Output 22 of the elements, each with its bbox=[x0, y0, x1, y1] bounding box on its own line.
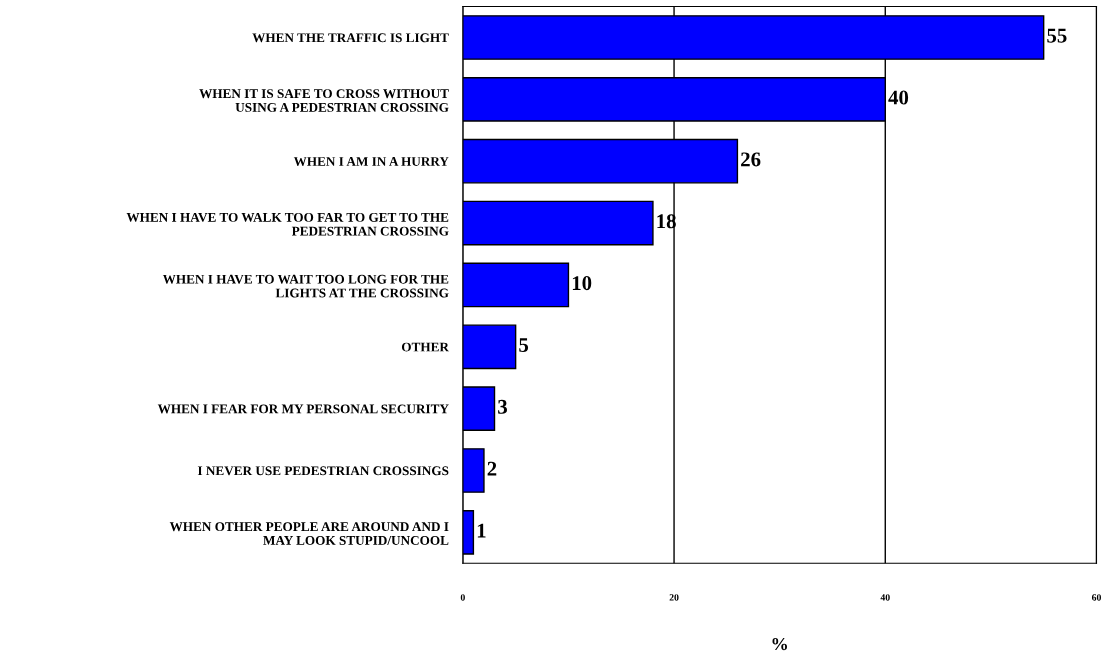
data-label: 2 bbox=[487, 461, 497, 476]
data-label: 55 bbox=[1047, 28, 1067, 43]
y-tick-label: WHEN I FEAR FOR MY PERSONAL SECURITY bbox=[157, 404, 449, 414]
y-tick-label: WHEN I HAVE TO WALK TOO FAR TO GET TO THE PEDESTRIAN CROSSING bbox=[126, 212, 449, 236]
y-tick-label: WHEN OTHER PEOPLE ARE AROUND AND I MAY LOOK STUPID/UNCOOL bbox=[169, 522, 449, 545]
y-tick-label: WHEN I HAVE TO WAIT TOO LONG FOR THE LIGHTS AT THE CROSSING bbox=[162, 274, 449, 298]
data-label: 10 bbox=[572, 276, 592, 291]
x-tick-label: 60 bbox=[1091, 594, 1101, 601]
y-tick-label: WHEN I AM IN A HURRY bbox=[293, 157, 449, 166]
data-label: 3 bbox=[498, 399, 507, 414]
x-tick-label: 20 bbox=[669, 594, 679, 601]
data-label: 5 bbox=[519, 338, 529, 352]
x-tick-label: 0 bbox=[460, 594, 465, 601]
x-tick-label: 40 bbox=[880, 594, 890, 601]
y-tick-label: WHEN IT IS SAFE TO CROSS WITHOUT USING A PEDESTRIAN CROSSING bbox=[199, 89, 449, 112]
x-axis-title: % bbox=[772, 637, 787, 651]
y-tick-label: WHEN THE TRAFFIC IS LIGHT bbox=[252, 33, 449, 43]
data-label: 40 bbox=[888, 90, 909, 105]
data-label: 26 bbox=[741, 152, 761, 167]
y-tick-label: OTHER bbox=[401, 342, 450, 352]
y-tick-label: I NEVER USE PEDESTRIAN CROSSINGS bbox=[197, 466, 449, 476]
data-label: 1 bbox=[477, 523, 486, 538]
